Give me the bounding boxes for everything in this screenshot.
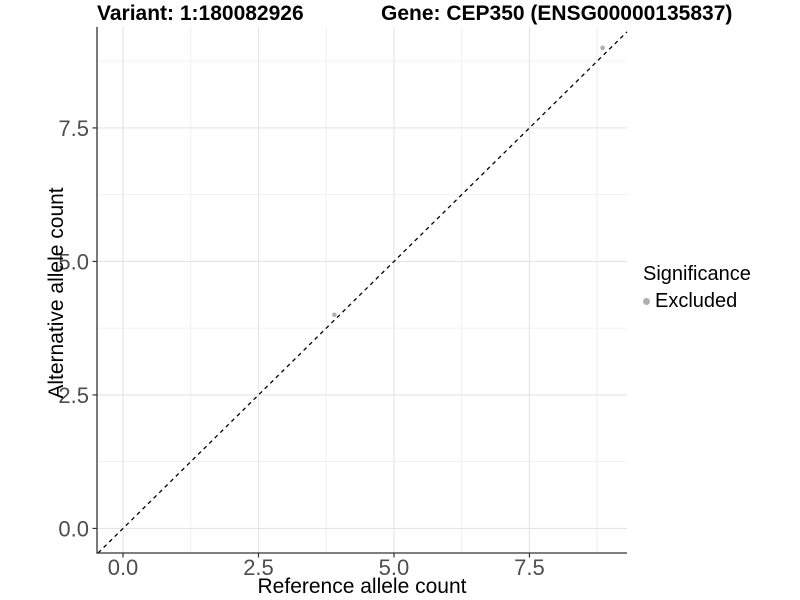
legend-item-excluded: Excluded [643, 290, 751, 313]
diagonal-reference-line [97, 31, 628, 554]
x-tick-label: 7.5 [514, 555, 545, 580]
excluded-point-icon [643, 298, 650, 305]
x-tick-label: 5.0 [379, 555, 410, 580]
x-tick-label: 2.5 [243, 555, 274, 580]
y-tick-label: 7.5 [58, 116, 89, 141]
x-tick-label: 0.0 [108, 555, 139, 580]
y-tick-label: 5.0 [58, 249, 89, 274]
variant-title: Variant: 1:180082926 [97, 2, 304, 25]
legend: Significance Excluded [643, 263, 751, 313]
y-axis-title: Alternative allele count [45, 187, 68, 399]
data-point [332, 312, 337, 318]
y-tick-label: 2.5 [58, 383, 89, 408]
y-tick-label: 0.0 [58, 516, 89, 541]
gene-title: Gene: CEP350 (ENSG00000135837) [381, 2, 733, 25]
legend-title: Significance [643, 263, 751, 285]
x-axis-title: Reference allele count [257, 575, 467, 598]
data-point [600, 45, 605, 51]
legend-item-label: Excluded [655, 290, 738, 312]
